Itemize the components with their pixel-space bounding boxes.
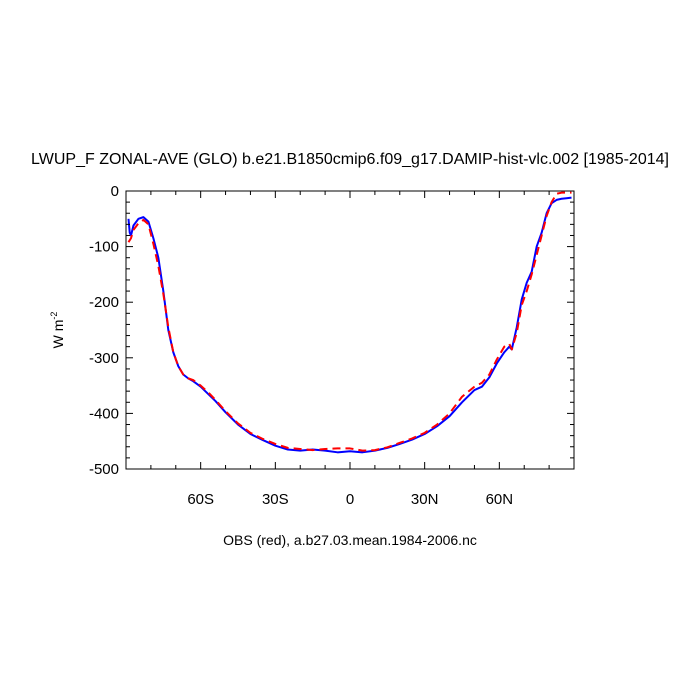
plot-frame (125, 190, 575, 470)
labels-layer: 60S 30S 0 30N 60N 0 -100 -200 -300 -400 -500 (89, 183, 513, 508)
y-tick-label: -200 (89, 294, 119, 311)
y-axis-label-superscript: -2 (49, 312, 59, 320)
chart-title: LWUP_F ZONAL-AVE (GLO) b.e21.B1850cmip6.… (31, 151, 669, 168)
ticks-layer (126, 190, 574, 470)
y-axis-label-text: W m (50, 320, 66, 349)
y-tick-label: 0 (111, 183, 119, 200)
x-tick-label: 60S (187, 491, 214, 508)
y-tick-label: -400 (89, 405, 119, 422)
series-layer (127, 191, 572, 454)
y-tick-label: -100 (89, 239, 119, 256)
y-axis-label: W m-2 (49, 312, 66, 349)
series-line-1 (127, 196, 572, 454)
x-tick-label: 60N (486, 491, 514, 508)
x-tick-label: 30N (411, 491, 439, 508)
x-tick-label: 30S (262, 491, 289, 508)
series-line-2 (127, 191, 572, 452)
x-tick-label: 0 (346, 491, 354, 508)
chart-footer-note: OBS (red), a.b27.03.mean.1984-2006.nc (223, 532, 477, 548)
y-tick-label: -300 (89, 350, 119, 367)
y-tick-label: -500 (89, 461, 119, 478)
